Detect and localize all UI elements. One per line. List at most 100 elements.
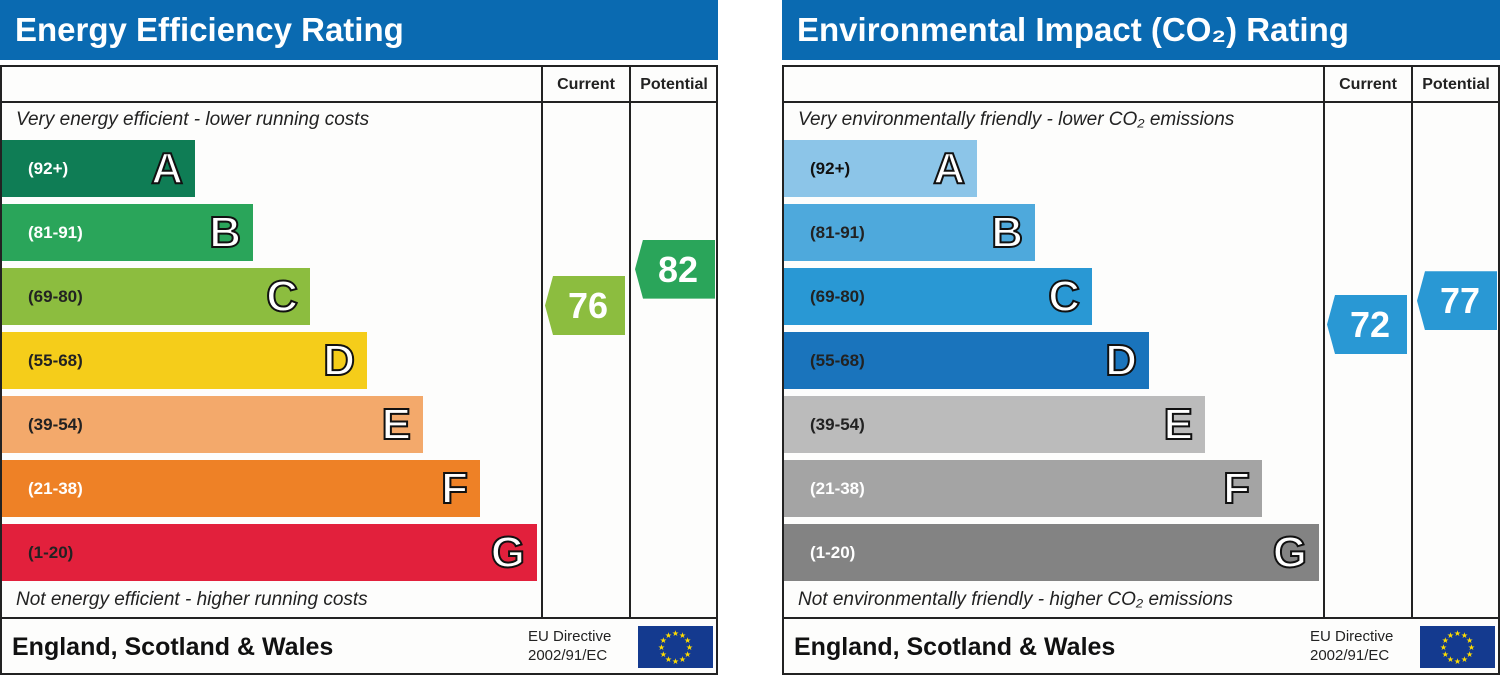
band-range: (92+) — [810, 159, 851, 178]
band-letter: E — [1163, 399, 1194, 450]
band-e: (39-54) E — [784, 396, 1205, 453]
svg-text:★: ★ — [679, 655, 686, 664]
svg-text:★: ★ — [686, 643, 693, 652]
potential-rating-arrow: 77 — [1417, 271, 1497, 331]
top-note: Very environmentally friendly - lower CO… — [798, 109, 1235, 130]
band-e: (39-54) E — [2, 396, 423, 453]
directive-line1: EU Directive — [1310, 628, 1394, 645]
top-note: Very energy efficient - lower running co… — [16, 109, 370, 130]
band-range: (21-38) — [810, 479, 865, 498]
band-range: (39-54) — [810, 415, 865, 434]
environmental-impact-panel: Environmental Impact (CO₂) Rating Curren… — [782, 0, 1500, 675]
band-c: (69-80) C — [2, 268, 310, 325]
divider — [784, 617, 1498, 619]
svg-text:★: ★ — [1442, 636, 1449, 645]
rating-table: Current Potential Very environmentally f… — [782, 65, 1500, 675]
band-range: (92+) — [28, 159, 69, 178]
divider — [2, 101, 716, 103]
band-letter: A — [932, 143, 966, 194]
svg-text:★: ★ — [1461, 631, 1468, 640]
panel-title: Environmental Impact (CO₂) Rating — [782, 0, 1500, 60]
band-range: (21-38) — [28, 479, 83, 498]
band-c: (69-80) C — [784, 268, 1092, 325]
divider — [2, 617, 716, 619]
svg-text:★: ★ — [1440, 643, 1447, 652]
eu-directive: EU Directive 2002/91/EC — [1310, 627, 1393, 665]
directive-line2: 2002/91/EC — [528, 647, 608, 664]
eu-flag-icon: ★ ★ ★ ★ ★ ★ ★ ★ ★ ★ ★ ★ — [638, 626, 713, 668]
region-label: England, Scotland & Wales — [12, 633, 334, 661]
energy-efficiency-panel: Energy Efficiency Rating Current Potenti… — [0, 0, 718, 675]
band-d: (55-68) D — [2, 332, 367, 389]
band-d: (55-68) D — [784, 332, 1149, 389]
directive-line2: 2002/91/EC — [1310, 647, 1390, 664]
svg-text:★: ★ — [679, 631, 686, 640]
column-header-potential: Potential — [1422, 76, 1490, 93]
divider — [1323, 67, 1325, 619]
band-letter: B — [990, 207, 1024, 258]
band-letter: E — [381, 399, 412, 450]
eu-directive: EU Directive 2002/91/EC — [528, 627, 611, 665]
band-range: (69-80) — [28, 287, 83, 306]
divider — [629, 67, 631, 619]
svg-text:★: ★ — [660, 650, 667, 659]
band-letter: G — [490, 527, 526, 578]
band-a: (92+) A — [2, 140, 195, 197]
potential-rating-arrow: 82 — [635, 239, 715, 299]
svg-text:★: ★ — [684, 650, 691, 659]
band-f: (21-38) F — [2, 460, 480, 517]
svg-text:★: ★ — [1447, 655, 1454, 664]
band-b: (81-91) B — [784, 204, 1035, 261]
svg-text:★: ★ — [1442, 650, 1449, 659]
band-letter: F — [440, 463, 469, 514]
bottom-note: Not energy efficient - higher running co… — [16, 589, 368, 610]
bottom-note: Not environmentally friendly - higher CO… — [798, 589, 1233, 610]
band-f: (21-38) F — [784, 460, 1262, 517]
svg-text:★: ★ — [665, 655, 672, 664]
band-range: (1-20) — [810, 543, 856, 562]
band-letter: B — [208, 207, 242, 258]
band-range: (81-91) — [28, 223, 83, 242]
divider — [784, 101, 1498, 103]
current-rating-arrow: 76 — [545, 276, 625, 335]
band-letter: D — [322, 335, 356, 386]
current-rating-arrow: 72 — [1327, 295, 1407, 354]
band-letter: C — [1047, 271, 1081, 322]
band-range: (55-68) — [28, 351, 83, 370]
rating-table: Current Potential Very energy efficient … — [0, 65, 718, 675]
region-label: England, Scotland & Wales — [794, 633, 1116, 661]
svg-text:★: ★ — [1447, 631, 1454, 640]
column-header-current: Current — [1339, 76, 1397, 93]
panel-title: Energy Efficiency Rating — [0, 0, 718, 60]
band-a: (92+) A — [784, 140, 977, 197]
svg-text:★: ★ — [672, 629, 679, 638]
directive-line1: EU Directive — [528, 628, 612, 645]
band-letter: F — [1222, 463, 1251, 514]
band-range: (55-68) — [810, 351, 865, 370]
eu-flag-icon: ★ ★ ★ ★ ★ ★ ★ ★ ★ ★ ★ ★ — [1420, 626, 1495, 668]
svg-text:★: ★ — [658, 643, 665, 652]
svg-text:★: ★ — [665, 631, 672, 640]
svg-text:★: ★ — [1454, 629, 1461, 638]
svg-text:★: ★ — [1461, 655, 1468, 664]
svg-text:★: ★ — [660, 636, 667, 645]
band-letter: C — [265, 271, 299, 322]
band-g: (1-20) G — [2, 524, 537, 581]
svg-text:★: ★ — [1454, 657, 1461, 666]
svg-text:★: ★ — [672, 657, 679, 666]
divider — [541, 67, 543, 619]
band-range: (81-91) — [810, 223, 865, 242]
svg-text:★: ★ — [1468, 643, 1475, 652]
band-letter: A — [150, 143, 184, 194]
band-letter: G — [1272, 527, 1308, 578]
band-range: (1-20) — [28, 543, 74, 562]
svg-text:★: ★ — [1466, 650, 1473, 659]
svg-text:★: ★ — [1466, 636, 1473, 645]
divider — [1411, 67, 1413, 619]
column-header-potential: Potential — [640, 76, 708, 93]
band-range: (69-80) — [810, 287, 865, 306]
column-header-current: Current — [557, 76, 615, 93]
band-range: (39-54) — [28, 415, 83, 434]
svg-text:★: ★ — [684, 636, 691, 645]
band-letter: D — [1104, 335, 1138, 386]
